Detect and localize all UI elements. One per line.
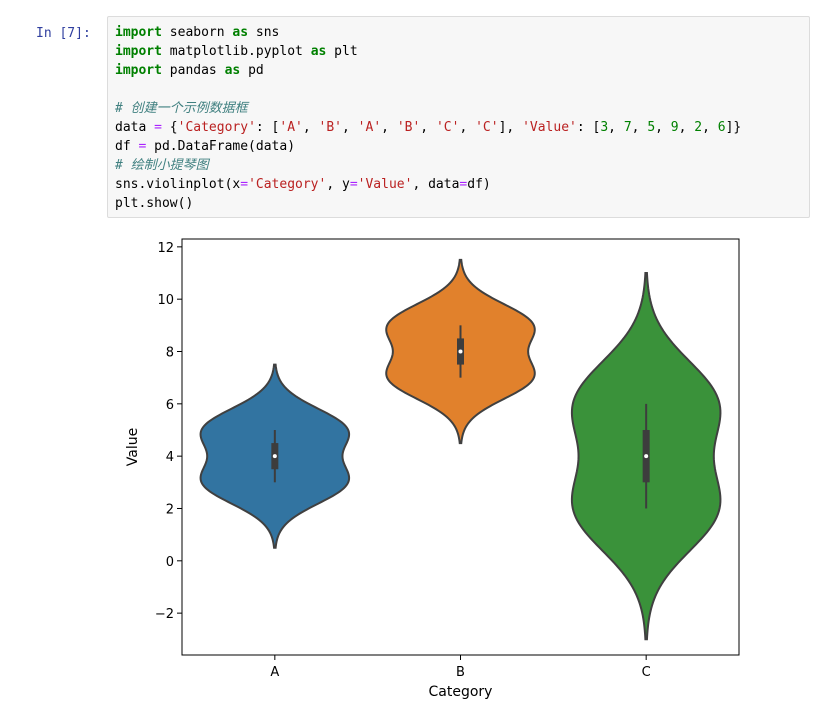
code-token: = bbox=[349, 177, 358, 192]
code-token: 'C' bbox=[435, 120, 460, 135]
code-token: 'Value' bbox=[357, 177, 413, 192]
code-token: = bbox=[240, 177, 249, 192]
code-token: import bbox=[115, 44, 162, 59]
code-token: 3 bbox=[600, 120, 609, 135]
input-prompt: In [7]: bbox=[36, 26, 91, 41]
x-tick-label: C bbox=[642, 665, 651, 680]
code-token: matplotlib.pyplot bbox=[161, 44, 311, 59]
code-token: # 创建一个示例数据框 bbox=[115, 101, 248, 116]
code-line: import matplotlib.pyplot as plt bbox=[115, 42, 741, 61]
code-token: , data bbox=[412, 177, 460, 192]
code-token: 2 bbox=[694, 120, 703, 135]
code-token: 'A' bbox=[357, 120, 382, 135]
code-token: , bbox=[459, 120, 476, 135]
code-token: = bbox=[459, 177, 468, 192]
code-token: as bbox=[310, 44, 327, 59]
y-axis-ticks: −2 0 2 4 6 8 10 12 bbox=[155, 241, 182, 622]
code-token: 'B' bbox=[318, 120, 343, 135]
code-token: , bbox=[608, 120, 624, 135]
code-token: 'B' bbox=[396, 120, 421, 135]
y-tick-label: 6 bbox=[166, 398, 174, 413]
code-token: , bbox=[302, 120, 319, 135]
violin-chart: −2 0 2 4 6 8 10 12 A B C Category Value bbox=[125, 238, 740, 700]
code-token: { bbox=[161, 120, 178, 135]
code-token: import bbox=[115, 63, 162, 78]
code-token: ], bbox=[498, 120, 523, 135]
code-token: df) bbox=[467, 177, 491, 192]
code-token: pd.DataFrame(data) bbox=[146, 139, 296, 154]
code-token: = bbox=[154, 120, 162, 135]
code-token: : [ bbox=[255, 120, 280, 135]
code-line bbox=[115, 80, 741, 99]
code-token: ]} bbox=[725, 120, 742, 135]
violins-layer bbox=[199, 258, 722, 641]
y-tick-label: 12 bbox=[157, 241, 174, 256]
code-editor[interactable]: import seaborn as sns import matplotlib.p… bbox=[115, 23, 741, 213]
x-axis-label: Category bbox=[429, 684, 493, 700]
code-line: plt.show() bbox=[115, 194, 741, 213]
code-line: import seaborn as sns bbox=[115, 23, 741, 42]
code-token: 'Category' bbox=[177, 120, 256, 135]
x-tick-label: A bbox=[270, 665, 279, 680]
code-token: 'Category' bbox=[248, 177, 327, 192]
code-token: 'Value' bbox=[522, 120, 577, 135]
code-token: data bbox=[115, 120, 155, 135]
code-token: 9 bbox=[670, 120, 679, 135]
median-c bbox=[644, 454, 649, 459]
code-token: = bbox=[138, 139, 147, 154]
code-line: sns.violinplot(x='Category', y='Value', … bbox=[115, 175, 741, 194]
median-b bbox=[458, 349, 463, 354]
code-token: as bbox=[232, 25, 249, 40]
code-token: : [ bbox=[576, 120, 601, 135]
code-token: 'C' bbox=[475, 120, 499, 135]
code-token: import bbox=[115, 25, 162, 40]
code-token: , bbox=[420, 120, 436, 135]
code-token: # 绘制小提琴图 bbox=[115, 158, 209, 173]
code-token: 5 bbox=[647, 120, 656, 135]
code-token: , bbox=[678, 120, 695, 135]
code-token: , y bbox=[326, 177, 350, 192]
code-line: # 创建一个示例数据框 bbox=[115, 99, 741, 118]
y-axis-label: Value bbox=[125, 428, 141, 466]
code-token: pandas bbox=[161, 63, 225, 78]
code-token: seaborn bbox=[161, 25, 233, 40]
code-token: sns.violinplot(x bbox=[115, 177, 241, 192]
y-tick-label: 2 bbox=[166, 502, 174, 517]
code-line: data = {'Category': ['A', 'B', 'A', 'B',… bbox=[115, 118, 741, 137]
median-a bbox=[272, 454, 277, 459]
code-input-area[interactable]: import seaborn as sns import matplotlib.p… bbox=[107, 16, 810, 218]
y-tick-label: −2 bbox=[155, 607, 174, 622]
code-token: sns bbox=[248, 25, 280, 40]
cell-output: −2 0 2 4 6 8 10 12 A B C Category Value bbox=[107, 226, 787, 710]
code-token: df bbox=[115, 139, 139, 154]
code-token: as bbox=[224, 63, 241, 78]
code-token: 'A' bbox=[279, 120, 303, 135]
code-line: import pandas as pd bbox=[115, 61, 741, 80]
x-tick-label: B bbox=[456, 665, 465, 680]
code-token: , bbox=[702, 120, 718, 135]
code-token: plt.show() bbox=[115, 196, 194, 211]
code-token: , bbox=[655, 120, 671, 135]
y-tick-label: 0 bbox=[166, 555, 174, 570]
y-tick-label: 4 bbox=[166, 450, 174, 465]
code-token: , bbox=[631, 120, 648, 135]
y-tick-label: 10 bbox=[157, 293, 174, 308]
code-token: pd bbox=[240, 63, 264, 78]
code-token: plt bbox=[326, 44, 358, 59]
code-token: 6 bbox=[717, 120, 726, 135]
code-token: 7 bbox=[623, 120, 632, 135]
x-axis-ticks: A B C bbox=[270, 655, 651, 680]
code-line: df = pd.DataFrame(data) bbox=[115, 137, 741, 156]
y-tick-label: 8 bbox=[166, 346, 174, 361]
code-token: , bbox=[381, 120, 397, 135]
code-token: , bbox=[342, 120, 358, 135]
code-line: # 绘制小提琴图 bbox=[115, 156, 741, 175]
